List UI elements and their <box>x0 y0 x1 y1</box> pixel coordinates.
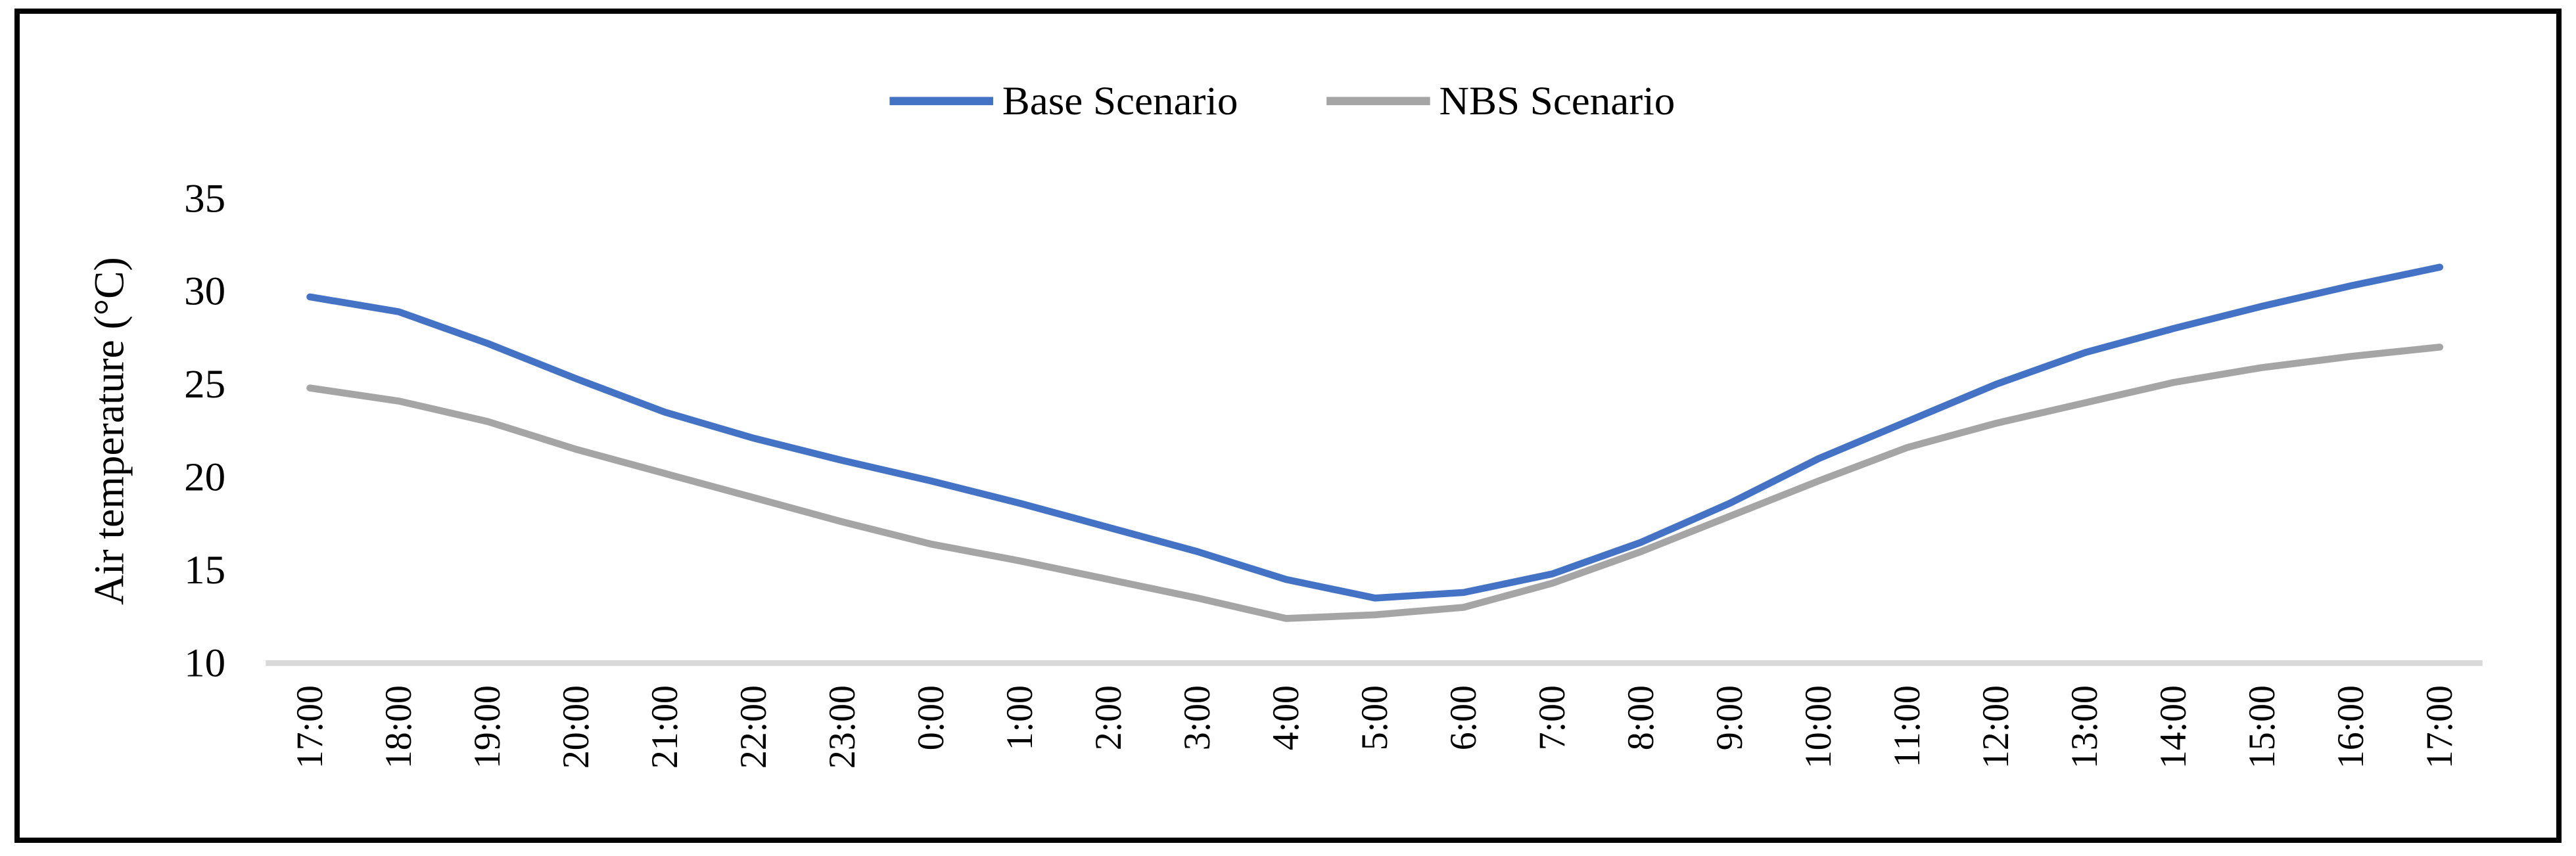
x-tick-label: 21:00 <box>644 685 686 769</box>
x-tick-label: 14:00 <box>2153 685 2194 769</box>
y-tick-label: 20 <box>184 455 225 499</box>
x-tick-label: 4:00 <box>1265 685 1307 750</box>
x-tick-label: 2:00 <box>1088 685 1129 750</box>
x-tick-label: 1:00 <box>999 685 1041 750</box>
x-tick-label: 8:00 <box>1620 685 1662 750</box>
x-tick-label: 15:00 <box>2241 685 2283 769</box>
x-tick-label: 13:00 <box>2064 685 2105 769</box>
x-tick-label: 12:00 <box>1975 685 2017 769</box>
series-line-base-scenario <box>306 263 2444 602</box>
x-tick-label: 5:00 <box>1354 685 1395 750</box>
legend-label-base-scenario: Base Scenario <box>1002 79 1238 124</box>
x-tick-label: 10:00 <box>1798 685 1839 769</box>
x-tick-label: 9:00 <box>1709 685 1750 750</box>
x-tick-label: 0:00 <box>910 685 952 750</box>
x-tick-label: 3:00 <box>1177 685 1218 750</box>
x-tick-label: 23:00 <box>822 685 863 769</box>
y-tick-label: 35 <box>184 176 225 221</box>
x-tick-label: 17:00 <box>289 685 331 769</box>
x-tick-label: 7:00 <box>1532 685 1573 750</box>
x-tick-label: 20:00 <box>555 685 597 769</box>
x-tick-label: 18:00 <box>378 685 419 769</box>
y-tick-label: 10 <box>184 641 225 685</box>
x-tick-label: 22:00 <box>733 685 774 769</box>
x-tick-label: 19:00 <box>467 685 508 769</box>
y-axis-title: Air temperature (°C) <box>85 257 133 605</box>
legend-label-nbs-scenario: NBS Scenario <box>1439 79 1675 124</box>
line-chart: 10 15 20 25 30 35 Air temperature (°C) 17:00 18:… <box>85 79 2483 769</box>
x-tick-label: 16:00 <box>2330 685 2372 769</box>
figure-border: 10 15 20 25 30 35 Air temperature (°C) 17:00 18:… <box>14 9 2562 843</box>
y-tick-label: 15 <box>184 548 225 593</box>
series-line-nbs-scenario <box>306 344 2444 622</box>
x-tick-label: 6:00 <box>1443 685 1484 750</box>
y-tick-label: 30 <box>184 269 225 313</box>
y-tick-label: 25 <box>184 362 225 407</box>
x-tick-label: 17:00 <box>2419 685 2460 769</box>
x-tick-label: 11:00 <box>1886 685 1928 767</box>
